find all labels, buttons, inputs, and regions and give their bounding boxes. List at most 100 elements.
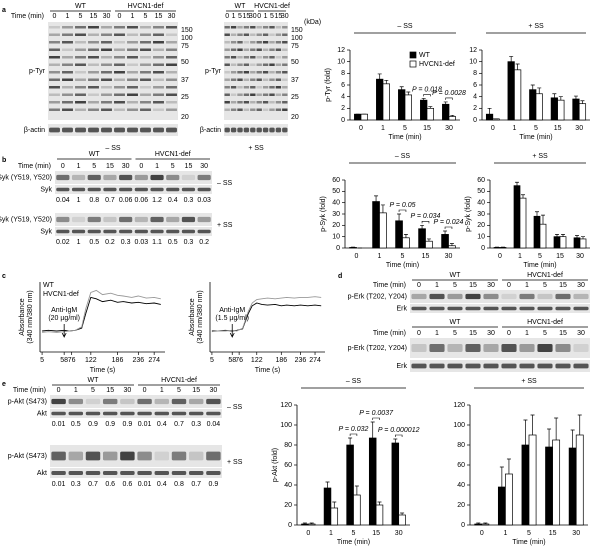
x-axis-label: Time (min) [519, 134, 552, 141]
error-bar [354, 485, 359, 495]
blot-band [140, 56, 151, 59]
blot-band [269, 56, 275, 59]
y-axis-label: p-Akt (fold) [272, 448, 279, 482]
blot-band [237, 78, 243, 81]
lane-label: 30 [168, 13, 176, 20]
blot-band [102, 451, 118, 461]
bar [493, 247, 501, 249]
blot-band [269, 86, 275, 89]
blot-band [256, 101, 262, 104]
blot-band [87, 187, 101, 192]
blot-band [262, 63, 269, 66]
mw-marker: 75 [291, 43, 299, 50]
p-value: P = 0.05 [389, 202, 415, 209]
lane-label: 15 [185, 163, 193, 170]
mw-marker: 37 [291, 77, 299, 84]
blot-band [483, 344, 499, 352]
blot-band [230, 108, 237, 111]
blot-band [282, 56, 288, 59]
blot-band [197, 187, 211, 192]
error-bar [575, 235, 579, 238]
blot-band [153, 101, 164, 104]
error-bar [393, 438, 398, 443]
blot-strip [410, 290, 590, 303]
blot-band [62, 86, 73, 89]
blot-band [573, 344, 589, 352]
y-tick-label: 60 [332, 177, 340, 184]
lane-label: 15 [559, 282, 567, 289]
blot-band [206, 451, 221, 461]
x-tick-label: 5 [527, 530, 531, 537]
blot-band [51, 471, 66, 475]
blot-band [197, 216, 211, 223]
significance-bracket [445, 97, 453, 100]
y-tick-label: 120 [280, 402, 292, 409]
x-tick-label: 0 [355, 253, 359, 260]
chart-title: – SS [397, 23, 413, 30]
y-tick-label: 20 [284, 502, 292, 509]
blot-band [243, 101, 250, 104]
condition-label: – SS [227, 404, 243, 411]
blot-band [102, 398, 118, 405]
quant-label: 0.9 [123, 421, 133, 428]
x-tick-label: 236 [132, 357, 144, 364]
blot-band [243, 71, 250, 74]
x-axis-label: Time (min) [386, 262, 419, 269]
blot-band [224, 93, 230, 96]
blot-band [68, 451, 84, 461]
error-bar [377, 501, 382, 505]
group-label: WT [450, 319, 462, 326]
x-tick-label: 15 [556, 253, 564, 260]
panel-letter: c [2, 273, 6, 280]
x-tick-label: 30 [576, 253, 584, 260]
blot-band [282, 63, 288, 66]
bar [519, 197, 527, 249]
blot-band [103, 229, 117, 234]
error-bar [443, 101, 448, 105]
lane-label: 5 [92, 163, 96, 170]
blot-band [153, 63, 164, 66]
blot-band [140, 127, 151, 133]
blot-band [153, 48, 164, 51]
y-tick-label: 40 [332, 200, 340, 207]
error-bar [400, 512, 405, 515]
blot-band [88, 33, 99, 36]
blot-band [224, 26, 230, 29]
y-tick-label: 8 [341, 70, 345, 77]
blot-band [224, 127, 230, 133]
blot-band [71, 216, 86, 223]
blot-band [127, 56, 138, 59]
lane-label: 15 [106, 163, 114, 170]
blot-band [224, 41, 230, 44]
blot-band [166, 174, 180, 181]
bar [368, 437, 377, 526]
x-tick-label: 58 [228, 357, 236, 364]
blot-band [206, 398, 221, 405]
blot-band [101, 41, 112, 44]
blot-band [134, 174, 148, 181]
blot-band [555, 363, 571, 369]
blot-band [181, 216, 196, 223]
blot-band [153, 93, 164, 96]
blot-band [519, 363, 535, 369]
bar [379, 212, 387, 249]
blot-band [75, 26, 86, 29]
time-label: Time (min) [18, 163, 51, 170]
blot-band [150, 229, 164, 234]
bar [553, 236, 561, 249]
time-label: Time (min) [373, 282, 406, 289]
blot-band [256, 56, 262, 59]
blot-band [230, 56, 237, 59]
row-label: p-Erk (T202, Y204) [348, 293, 407, 300]
blot-band [447, 363, 463, 369]
blot-band [49, 33, 60, 36]
quant-label: 1.1 [152, 239, 162, 246]
error-bar [577, 414, 582, 435]
bar [372, 201, 380, 249]
blot-band [88, 71, 99, 74]
bar [528, 434, 537, 526]
blot-band [501, 344, 517, 352]
blot-band [269, 101, 275, 104]
blot-band [237, 93, 243, 96]
error-bar [348, 437, 353, 445]
